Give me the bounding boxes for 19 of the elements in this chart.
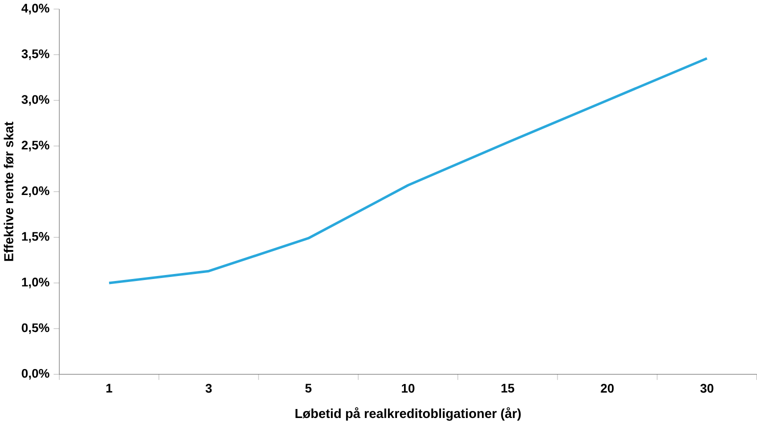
y-tick-label: 4,0% bbox=[21, 4, 50, 14]
y-axis-title: Effektive rente før skat bbox=[4, 122, 14, 261]
y-tick-label: 0,0% bbox=[22, 368, 50, 380]
x-tick-label: 10 bbox=[402, 384, 414, 392]
x-axis-title: Løbetid på realkreditobligationer (år) bbox=[296, 407, 521, 420]
x-tick-label: 30 bbox=[700, 384, 714, 392]
y-tick-label: 1,5% bbox=[22, 232, 50, 242]
y-tick-label: 3,0% bbox=[22, 94, 50, 106]
x-tick-label: 3 bbox=[206, 384, 212, 392]
y-tick-label: 2,0% bbox=[22, 186, 50, 197]
x-tick-label: 20 bbox=[600, 384, 614, 392]
x-tick-label: 1 bbox=[106, 384, 112, 392]
y-tick-label: 3,5% bbox=[22, 49, 50, 60]
y-tick-label: 0,5% bbox=[22, 323, 50, 334]
line-series bbox=[108, 56, 708, 284]
x-tick-label: 5 bbox=[305, 384, 312, 392]
y-tick-label: 2,5% bbox=[22, 140, 50, 152]
y-tick-label: 1,0% bbox=[22, 277, 50, 288]
x-tick-label: 15 bbox=[502, 384, 514, 392]
